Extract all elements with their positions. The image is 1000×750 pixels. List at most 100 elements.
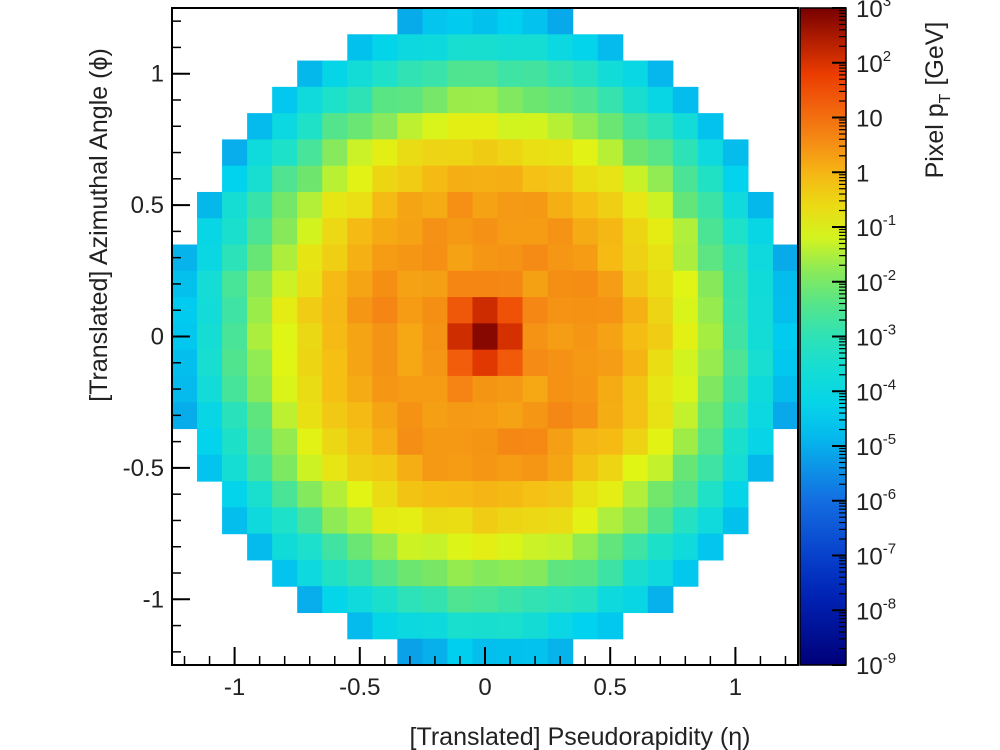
heatmap-cell bbox=[497, 191, 524, 219]
heatmap-cell bbox=[297, 402, 323, 430]
heatmap-cell bbox=[497, 165, 524, 193]
heatmap-cell bbox=[572, 402, 599, 430]
heatmap-cell bbox=[247, 218, 273, 246]
heatmap-cell bbox=[347, 270, 373, 298]
heatmap-cells bbox=[172, 8, 799, 666]
heatmap-cell bbox=[397, 270, 423, 298]
heatmap-cell bbox=[572, 586, 599, 614]
heatmap-cell bbox=[747, 454, 774, 482]
heatmap-cell bbox=[772, 402, 799, 430]
heatmap-cell bbox=[722, 244, 749, 272]
heatmap-cell bbox=[697, 428, 724, 456]
heatmap-cell bbox=[572, 139, 599, 167]
heatmap-cell bbox=[422, 86, 449, 114]
heatmap-cell bbox=[672, 454, 699, 482]
heatmap-cell bbox=[547, 8, 574, 35]
heatmap-cell bbox=[397, 297, 423, 324]
heatmap-cell bbox=[722, 428, 749, 456]
heatmap-cell bbox=[297, 507, 323, 535]
heatmap-cell bbox=[347, 191, 373, 219]
heatmap-cell bbox=[222, 191, 248, 219]
heatmap-cell bbox=[572, 244, 599, 272]
heatmap-cell bbox=[522, 349, 549, 377]
heatmap-cell bbox=[622, 60, 649, 88]
heatmap-cell bbox=[672, 507, 699, 535]
heatmap-cell bbox=[472, 323, 499, 351]
heatmap-cell bbox=[597, 454, 624, 482]
heatmap-cell bbox=[447, 323, 474, 351]
heatmap-cell bbox=[222, 349, 248, 377]
heatmap-cell bbox=[622, 191, 649, 219]
heatmap-cell bbox=[647, 86, 674, 114]
heatmap-cell bbox=[297, 86, 323, 114]
heatmap-cell bbox=[372, 218, 398, 246]
colorbar-tick-label: 10-1 bbox=[856, 212, 896, 242]
heatmap-cell bbox=[222, 428, 248, 456]
heatmap-cell bbox=[397, 559, 423, 587]
heatmap-cell bbox=[347, 244, 373, 272]
heatmap-cell bbox=[422, 270, 449, 298]
heatmap-cell bbox=[297, 586, 323, 614]
heatmap-cell bbox=[547, 191, 574, 219]
heatmap-cell bbox=[422, 481, 449, 508]
heatmap-cell bbox=[197, 454, 223, 482]
heatmap-cell bbox=[197, 297, 223, 324]
heatmap-cell bbox=[522, 612, 549, 640]
heatmap-cell bbox=[272, 270, 298, 298]
heatmap-cell bbox=[722, 218, 749, 246]
heatmap-cell bbox=[572, 191, 599, 219]
heatmap-cell bbox=[472, 297, 499, 324]
heatmap-cell bbox=[272, 454, 298, 482]
heatmap-cell bbox=[272, 191, 298, 219]
heatmap-cell bbox=[647, 139, 674, 167]
heatmap-cell bbox=[597, 533, 624, 561]
y-axis: -1 -0.5 0 0.5 1 bbox=[123, 20, 190, 653]
heatmap-cell bbox=[647, 165, 674, 193]
heatmap-cell bbox=[597, 139, 624, 167]
heatmap-cell bbox=[497, 428, 524, 456]
heatmap-cell bbox=[447, 402, 474, 430]
heatmap-cell bbox=[447, 139, 474, 167]
heatmap-cell bbox=[347, 612, 373, 640]
heatmap-cell bbox=[372, 191, 398, 219]
heatmap-cell bbox=[547, 586, 574, 614]
heatmap-cell bbox=[322, 428, 348, 456]
heatmap-cell bbox=[247, 481, 273, 508]
heatmap-cell bbox=[747, 218, 774, 246]
heatmap-cell bbox=[447, 349, 474, 377]
heatmap-cell bbox=[422, 8, 449, 35]
heatmap-cell bbox=[522, 481, 549, 508]
heatmap-cell bbox=[597, 559, 624, 587]
heatmap-cell bbox=[647, 481, 674, 508]
heatmap-cell bbox=[347, 507, 373, 535]
heatmap-cell bbox=[472, 139, 499, 167]
colorbar-title-unit: [GeV] bbox=[921, 22, 949, 86]
heatmap-cell bbox=[322, 244, 348, 272]
heatmap-cell bbox=[572, 533, 599, 561]
heatmap-cell bbox=[272, 402, 298, 430]
heatmap-cell bbox=[297, 454, 323, 482]
heatmap-cell bbox=[472, 60, 499, 88]
heatmap-cell bbox=[722, 165, 749, 193]
y-tick-label: -0.5 bbox=[123, 455, 164, 482]
colorbar-tick-label: 10-9 bbox=[856, 650, 896, 680]
heatmap-cell bbox=[347, 113, 373, 140]
heatmap-cell bbox=[397, 402, 423, 430]
heatmap-cell bbox=[747, 191, 774, 219]
heatmap-cell bbox=[622, 139, 649, 167]
heatmap-cell bbox=[522, 270, 549, 298]
heatmap-cell bbox=[297, 349, 323, 377]
heatmap-cell bbox=[322, 139, 348, 167]
heatmap-cell bbox=[622, 454, 649, 482]
heatmap-cell bbox=[247, 454, 273, 482]
heatmap-cell bbox=[397, 349, 423, 377]
colorbar-tick-label: 10-8 bbox=[856, 595, 896, 625]
heatmap-cell bbox=[297, 60, 323, 88]
heatmap-cell bbox=[647, 218, 674, 246]
y-tick-label: -1 bbox=[143, 586, 164, 613]
heatmap-cell bbox=[697, 244, 724, 272]
heatmap-cell bbox=[397, 165, 423, 193]
heatmap-cell bbox=[497, 113, 524, 140]
heatmap-cell bbox=[247, 165, 273, 193]
heatmap-cell bbox=[322, 507, 348, 535]
